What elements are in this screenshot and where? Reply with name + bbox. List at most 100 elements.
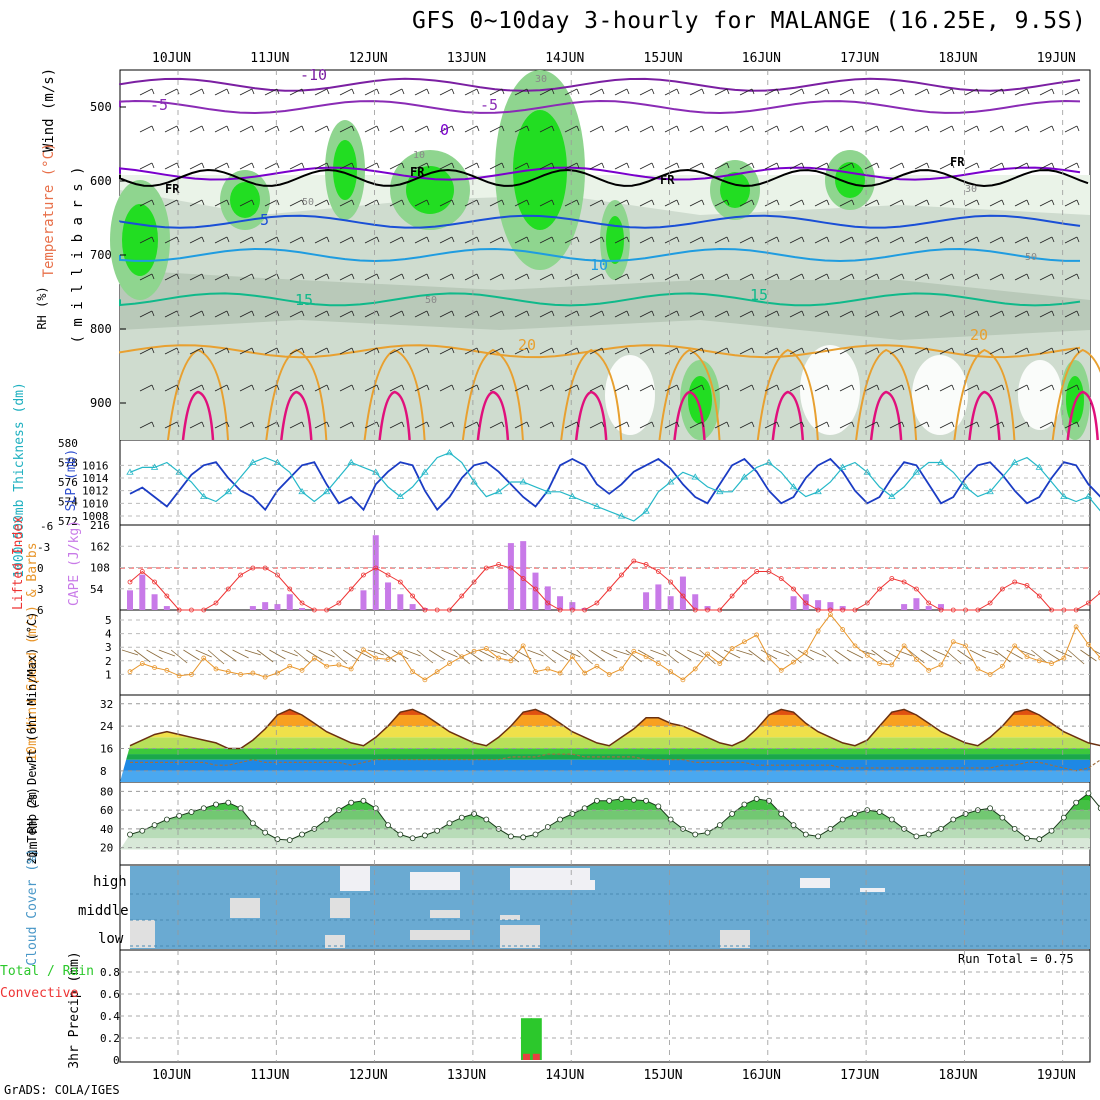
li-point (164, 593, 170, 599)
wind-barb (964, 273, 978, 281)
wind-barb (239, 125, 253, 133)
x-tick-label-top: 12JUN (349, 51, 388, 66)
hot-contour-3 (476, 390, 510, 441)
wind-barb-flag (151, 310, 155, 317)
wind-barb (1064, 125, 1078, 133)
wind-barb-flag (1001, 347, 1005, 354)
wind-barb-flag (276, 384, 280, 391)
wind-barb (439, 199, 453, 207)
rh-core-8 (688, 376, 712, 424)
wind-point (754, 632, 760, 638)
wind-barb-flag (576, 88, 580, 95)
rh-point (446, 820, 453, 827)
li-point (1061, 607, 1067, 613)
wind-barb-flag (301, 125, 305, 132)
wind-barb-flag (626, 384, 630, 391)
wind-point (950, 639, 956, 645)
wind-barb-flag (376, 273, 380, 280)
wind-barb (489, 162, 503, 170)
wind-barb-flag (426, 199, 430, 206)
cloud-row-label: middle (78, 903, 129, 919)
wind-barb-flag (251, 236, 255, 243)
wind-point (471, 648, 477, 654)
wind-barb-flag (301, 162, 305, 169)
y-tick-label-wind: 3 (105, 641, 112, 654)
wind-barb (639, 421, 653, 429)
wind-barb (489, 347, 503, 355)
li-point (791, 586, 796, 592)
li-point (631, 558, 637, 564)
wind-barb-flag (776, 384, 780, 391)
wind-barb-flag (801, 199, 805, 206)
wind-barb-flag (951, 310, 955, 317)
wind-barb-flag (526, 347, 530, 354)
wind-barb-flag (876, 273, 880, 280)
wind-barb (314, 273, 328, 281)
wind-barb (239, 273, 253, 281)
wind-barb-flag (826, 236, 830, 243)
y-tick-label-wind: 5 (105, 614, 112, 627)
wind-barb (464, 347, 478, 355)
wind-barb-flag (226, 310, 230, 317)
wind-barb (264, 421, 278, 429)
rh-point (458, 814, 465, 821)
y-tick-label-slp: 1016 (82, 459, 109, 472)
wind-barb-flag (801, 236, 805, 243)
rh-point (839, 816, 846, 823)
wind-barb-flag (226, 384, 230, 391)
y-tick-label-wind: 1 (105, 668, 112, 681)
wind-barb-flag (551, 236, 555, 243)
wind-barb (289, 421, 303, 429)
rh-point (569, 810, 576, 817)
wind-barb (189, 199, 203, 207)
wind-barb (789, 273, 803, 281)
wind-barb-flag (351, 162, 355, 169)
wind-barb (314, 199, 328, 207)
wind-barb (564, 273, 578, 281)
wind-barb (939, 125, 953, 133)
wind-barb-flag (301, 421, 305, 428)
wind-barb (1039, 125, 1053, 133)
wind-barb-flag (951, 236, 955, 243)
li-point (582, 607, 588, 613)
wind-barb-flag (701, 162, 705, 169)
hot-contour-8 (968, 390, 1001, 441)
wind-barb (1014, 347, 1028, 355)
wind-barb (889, 384, 903, 392)
li-point (729, 593, 735, 599)
wind-barb (689, 421, 703, 429)
rh-point (790, 822, 797, 829)
wind-barb-flag (851, 384, 855, 391)
wind-barb-flag (826, 384, 830, 391)
wind-barb-flag (476, 421, 480, 428)
y-tick-label-thickness: 572 (58, 515, 78, 528)
wind-barb-flag (226, 125, 230, 132)
wind-barb (189, 347, 203, 355)
li-point (803, 600, 809, 606)
rh-point (778, 810, 785, 817)
x-tick-label-top: 14JUN (545, 51, 584, 66)
wind-barb (889, 347, 903, 355)
wind-barb (139, 236, 153, 244)
panel-frame-7 (119, 949, 1091, 1063)
wind-barb-flag (751, 310, 755, 317)
wind-barb-10m (232, 649, 249, 659)
wind-barb-flag (401, 273, 405, 280)
wind-point (225, 669, 231, 675)
wind-barb (814, 88, 828, 96)
wind-barb (189, 421, 203, 429)
wind-barb (1064, 347, 1078, 355)
wind-barb-flag (401, 421, 405, 428)
wind-barb (464, 421, 478, 429)
wind-barb-flag (526, 310, 530, 317)
wind-barb (789, 125, 803, 133)
wind-barb-10m (367, 649, 384, 656)
wind-barb (414, 88, 428, 96)
wind-barb (389, 273, 403, 281)
rh-point (299, 831, 305, 838)
wind-barb (414, 273, 428, 281)
wind-barb-flag (426, 421, 430, 428)
wind-barb (864, 421, 878, 429)
series-lifted-index (129, 560, 1100, 611)
wind-barb-flag (151, 236, 155, 243)
